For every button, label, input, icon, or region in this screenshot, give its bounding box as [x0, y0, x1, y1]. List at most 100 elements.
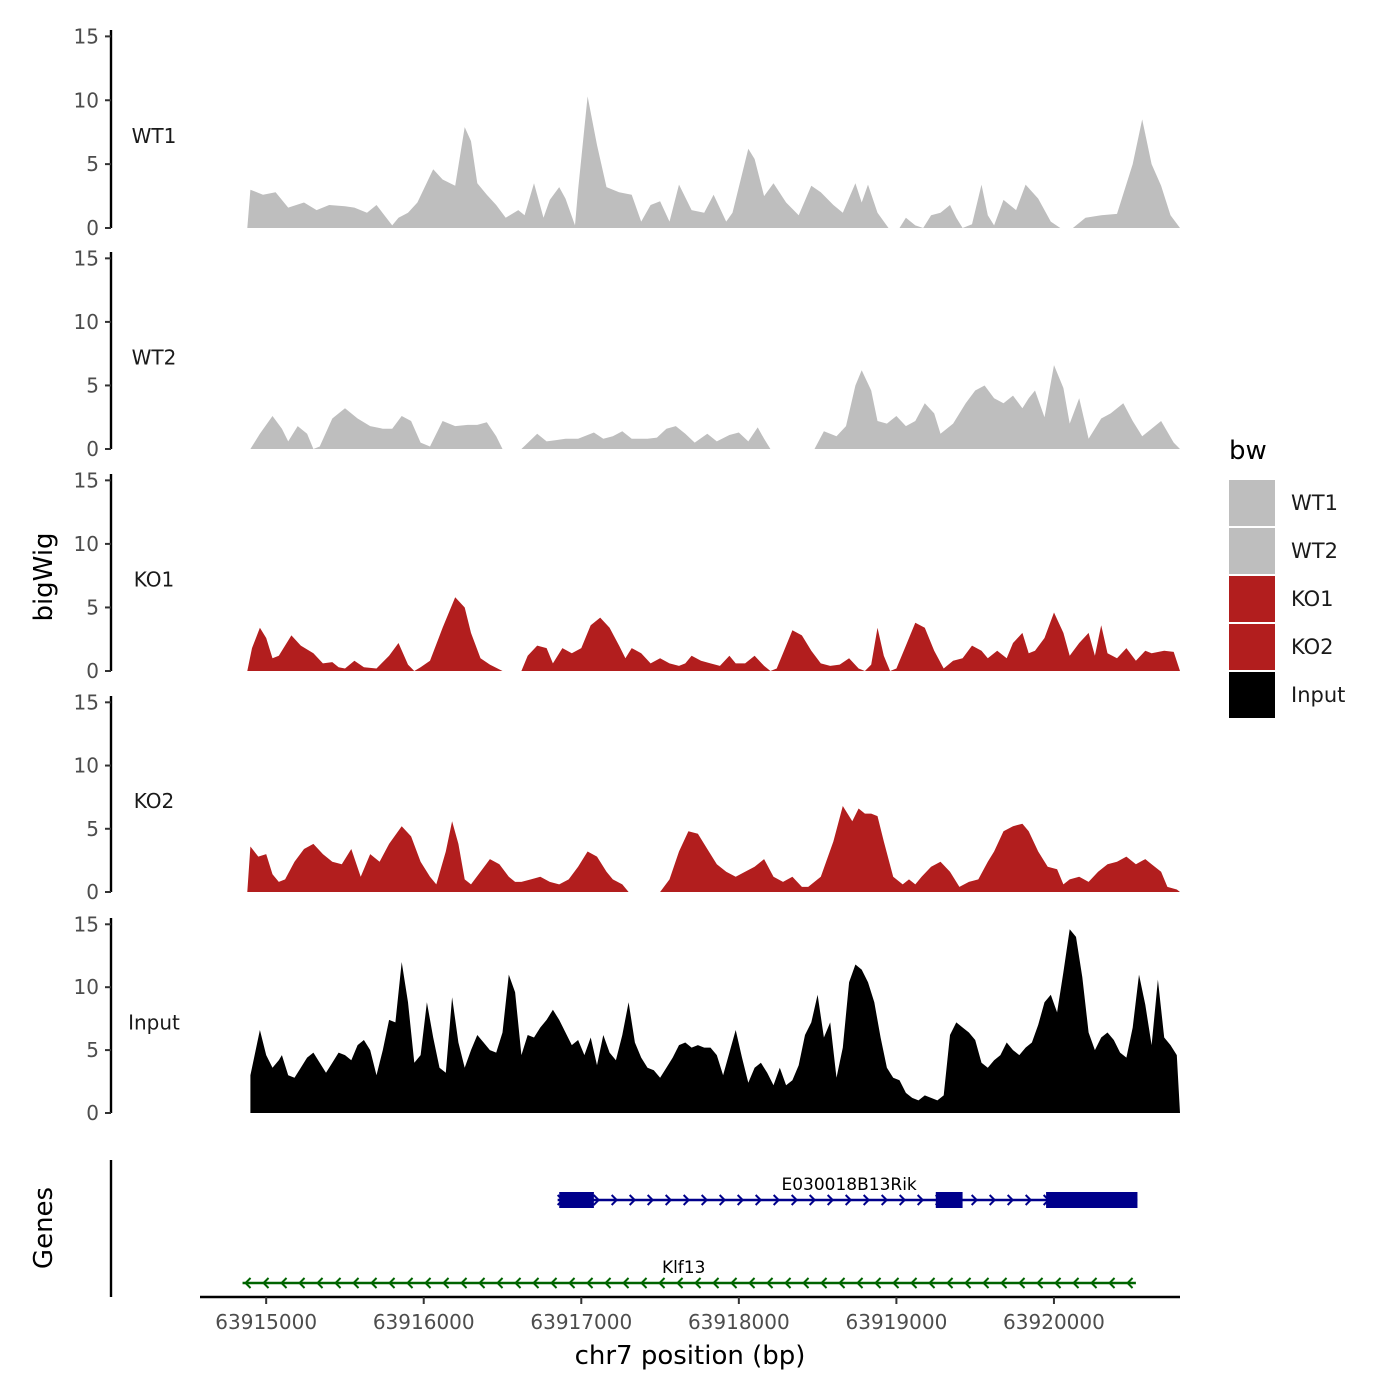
strand-arrow — [838, 1277, 846, 1289]
legend-label-wt1: WT1 — [1291, 491, 1338, 515]
y-tick-label: 5 — [86, 1038, 99, 1062]
strand-arrow — [784, 1277, 792, 1289]
strand-arrow — [880, 1194, 889, 1206]
legend: bw WT1 WT2 KO1 KO2 Input — [1229, 436, 1345, 718]
strand-arrow — [754, 1194, 763, 1206]
signal-area-ko1 — [247, 597, 1181, 671]
strand-arrow — [610, 1194, 619, 1206]
strand-arrow — [646, 1194, 655, 1206]
strand-arrow — [316, 1277, 324, 1289]
strand-arrow — [406, 1277, 414, 1289]
strand-arrow — [370, 1277, 378, 1289]
track-ko2: 0 5 10 15 KO2 — [74, 690, 1181, 904]
strand-arrow — [874, 1277, 882, 1289]
strand-arrow — [640, 1277, 648, 1289]
strand-arrow — [862, 1194, 871, 1206]
strand-arrow — [790, 1194, 799, 1206]
y-tick-label: 5 — [86, 817, 99, 841]
strand-arrow — [682, 1194, 691, 1206]
legend-swatch-wt2 — [1229, 528, 1275, 574]
strand-arrow — [766, 1277, 774, 1289]
track-label-ko1: KO1 — [134, 567, 175, 591]
strand-arrow — [916, 1194, 925, 1206]
strand-arrow — [628, 1194, 637, 1206]
strand-arrow — [550, 1277, 558, 1289]
x-tick-label: 63920000 — [1003, 1310, 1105, 1334]
strand-arrow — [1000, 1277, 1008, 1289]
strand-arrow — [844, 1194, 853, 1206]
track-ko1: 0 5 10 15 KO1 — [74, 468, 1181, 683]
strand-arrow — [826, 1194, 835, 1206]
strand-arrow — [514, 1277, 522, 1289]
legend-title: bw — [1229, 436, 1267, 466]
track-wt1: 0 5 10 15 WT1 — [74, 24, 1181, 240]
gene-label-e030018b13rik: E030018B13Rik — [781, 1175, 916, 1195]
y-tick-label: 0 — [86, 659, 99, 683]
strand-arrow — [496, 1277, 504, 1289]
genes-panel: E030018B13Rik Klf13 — [109, 1160, 1138, 1297]
y-tick-label: 10 — [74, 754, 99, 778]
strand-arrow — [1072, 1277, 1080, 1289]
strand-arrow — [712, 1277, 720, 1289]
strand-arrow — [586, 1277, 594, 1289]
strand-arrow — [1090, 1277, 1098, 1289]
signal-area-wt2 — [250, 365, 1180, 449]
strand-arrow — [478, 1277, 486, 1289]
strand-arrow — [898, 1194, 907, 1206]
y-tick-label: 0 — [86, 1101, 99, 1125]
strand-arrow — [718, 1194, 727, 1206]
strand-arrow — [856, 1277, 864, 1289]
strand-arrow — [1054, 1277, 1062, 1289]
strand-arrow — [1036, 1277, 1044, 1289]
x-tick-label: 63917000 — [530, 1310, 632, 1334]
strand-arrow — [802, 1277, 810, 1289]
strand-arrow — [970, 1194, 979, 1206]
strand-arrow — [592, 1194, 601, 1206]
gene-klf13: Klf13 — [242, 1258, 1136, 1289]
y-tick-label: 15 — [74, 468, 99, 492]
y-tick-label: 15 — [74, 24, 99, 48]
y-tick-label: 15 — [74, 912, 99, 936]
track-wt2: 0 5 10 15 WT2 — [74, 246, 1180, 461]
y-tick-label: 15 — [74, 246, 99, 270]
legend-label-ko1: KO1 — [1291, 587, 1334, 611]
legend-swatch-ko1 — [1229, 576, 1275, 622]
strand-arrow — [658, 1277, 666, 1289]
strand-arrow — [910, 1277, 918, 1289]
strand-arrow — [442, 1277, 450, 1289]
y-tick-label: 10 — [74, 310, 99, 334]
strand-arrow — [604, 1277, 612, 1289]
legend-label-wt2: WT2 — [1291, 539, 1338, 563]
strand-arrow — [736, 1194, 745, 1206]
strand-arrow — [532, 1277, 540, 1289]
strand-arrow — [568, 1277, 576, 1289]
strand-arrow — [388, 1277, 396, 1289]
legend-swatch-input — [1229, 672, 1275, 718]
strand-arrow — [928, 1277, 936, 1289]
y-tick-label: 10 — [74, 975, 99, 999]
strand-arrow — [244, 1277, 252, 1289]
legend-label-input: Input — [1291, 683, 1345, 707]
strand-arrow — [1018, 1277, 1026, 1289]
strand-arrow — [1006, 1194, 1015, 1206]
strand-arrow — [352, 1277, 360, 1289]
strand-arrow — [772, 1194, 781, 1206]
y-tick-label: 15 — [74, 690, 99, 714]
strand-arrow — [664, 1194, 673, 1206]
genes-axis-title: Genes — [29, 1187, 59, 1269]
strand-arrow — [280, 1277, 288, 1289]
strand-arrow — [892, 1277, 900, 1289]
strand-arrow — [820, 1277, 828, 1289]
signal-tracks: 0 5 10 15 WT1 0 5 10 15 WT2 0 5 10 15 KO1 0 5 10 15 KO2 0 5 10… — [74, 24, 1181, 1125]
strand-arrow — [1024, 1194, 1033, 1206]
strand-arrow — [676, 1277, 684, 1289]
track-label-ko2: KO2 — [134, 789, 175, 813]
strand-arrow — [1108, 1277, 1116, 1289]
track-label-input: Input — [128, 1010, 180, 1034]
x-tick-label: 63915000 — [215, 1310, 317, 1334]
x-tick-label: 63918000 — [688, 1310, 790, 1334]
strand-arrow — [460, 1277, 468, 1289]
strand-arrow — [808, 1194, 817, 1206]
